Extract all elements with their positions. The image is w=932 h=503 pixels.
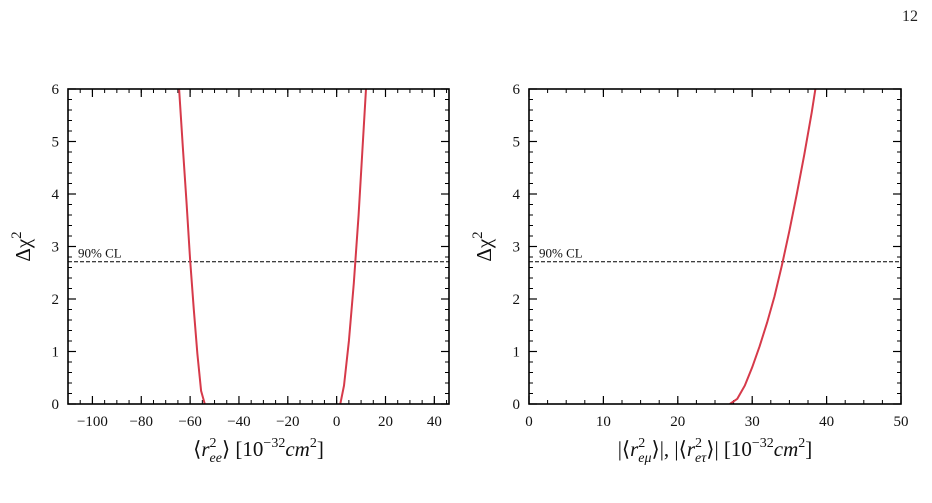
chi2-curve-2 [339,89,367,404]
y-axis-label: Δχ2 [9,231,35,261]
x-tick-label: −60 [178,414,201,430]
y-axis-label: Δχ2 [470,231,496,261]
y-tick-label: 4 [52,187,60,203]
x-axis-label: |⟨r2 eμ⟩|, |⟨r2 eτ⟩| [10−32cm2] [618,436,813,466]
y-tick-label: 6 [52,82,60,98]
plot-frame [67,88,450,405]
x-tick-label: −20 [276,414,299,430]
x-axis-label: ⟨r2 ee⟩ [10−32cm2] [193,436,324,466]
chi2-curve-1 [178,89,206,404]
x-tick-label: −80 [130,414,153,430]
x-tick-label: 0 [525,414,533,430]
y-tick-label: 3 [513,240,521,256]
cl-label: 90% CL [539,246,583,261]
cl-label: 90% CL [78,246,122,261]
y-tick-label: 5 [513,135,521,151]
x-tick-label: 40 [819,414,834,430]
chi2-curve-1 [729,89,817,404]
y-tick-label: 2 [52,292,60,308]
y-tick-label: 2 [513,292,521,308]
x-tick-label: 20 [378,414,393,430]
x-tick-label: −40 [227,414,250,430]
y-tick-label: 0 [52,397,60,413]
x-tick-label: 20 [670,414,685,430]
x-tick-label: −100 [77,414,108,430]
chart-panel-2: 0 10 20 30 40 50 0 1 2 3 4 5 6 90% CL Δχ2 |⟨r2 eμ⟩|, |⟨r… [470,82,909,466]
plot-frame [528,88,902,405]
y-tick-label: 5 [52,135,60,151]
chart-panel-1: −100 −80 −60 −40 −20 0 20 40 0 1 2 3 4 5 6 90% CL Δχ2 ⟨r2… [9,82,450,466]
x-tick-label: 30 [745,414,760,430]
x-tick-label: 50 [894,414,909,430]
page-number: 12 [902,8,918,25]
y-tick-label: 1 [52,345,60,361]
x-tick-label: 40 [427,414,442,430]
y-tick-label: 4 [513,187,521,203]
y-tick-label: 6 [513,82,521,98]
y-tick-label: 3 [52,240,60,256]
y-tick-label: 0 [513,397,521,413]
y-tick-label: 1 [513,345,521,361]
x-tick-label: 0 [333,414,341,430]
x-tick-label: 10 [596,414,611,430]
